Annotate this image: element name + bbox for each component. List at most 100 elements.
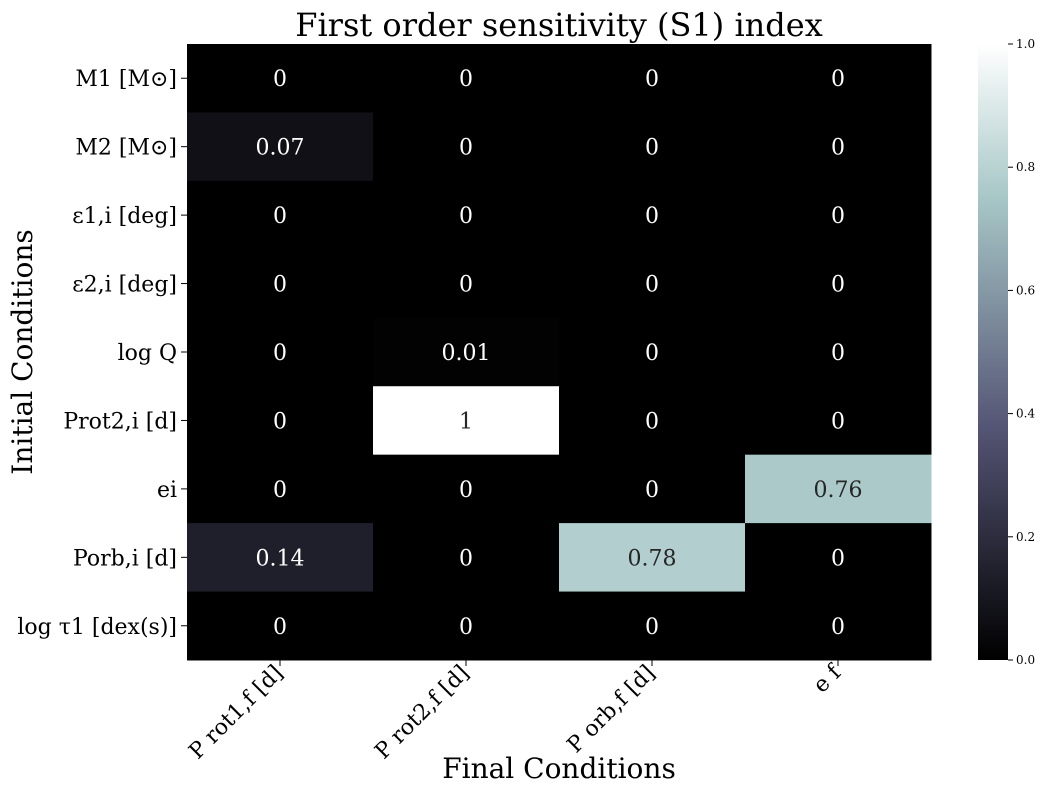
heatmap-cell bbox=[187, 454, 374, 524]
heatmap-cell bbox=[373, 249, 560, 319]
cell-value-label: 0 bbox=[459, 546, 473, 571]
cell-value-label: 0 bbox=[645, 136, 659, 161]
heatmap-cell bbox=[373, 523, 560, 593]
heatmap-cell bbox=[745, 317, 932, 387]
cell-value-label: 0.07 bbox=[256, 136, 305, 161]
chart-title: First order sensitivity (S1) index bbox=[295, 6, 823, 44]
cell-value-label: 0 bbox=[645, 409, 659, 434]
cell-value-label: 0 bbox=[459, 67, 473, 92]
heatmap-cell bbox=[373, 591, 560, 661]
cell-value-label: 0 bbox=[273, 409, 287, 434]
cell-value-label: 0 bbox=[459, 136, 473, 161]
row-tick-label: ε1,i [deg] bbox=[72, 204, 177, 229]
colorbar-tick-label: 0.0 bbox=[1016, 653, 1035, 667]
cell-value-label: 0 bbox=[645, 204, 659, 229]
heatmap-cell bbox=[559, 523, 746, 593]
cell-value-label: 0 bbox=[273, 273, 287, 298]
column-tick-label: e f bbox=[809, 659, 848, 698]
heatmap-cell bbox=[745, 249, 932, 319]
heatmap-cell bbox=[187, 249, 374, 319]
colorbar-tick-label: 0.2 bbox=[1016, 530, 1035, 544]
heatmap-cell bbox=[559, 180, 746, 250]
row-tick-label: log Q bbox=[118, 341, 177, 366]
heatmap-cell bbox=[559, 454, 746, 524]
x-axis-label: Final Conditions bbox=[442, 752, 676, 785]
heatmap-cell bbox=[187, 386, 374, 456]
heatmap-cell bbox=[373, 386, 560, 456]
cell-value-label: 0 bbox=[273, 67, 287, 92]
heatmap-cell bbox=[745, 591, 932, 661]
heatmap-cell bbox=[373, 317, 560, 387]
row-tick-label: log τ1 [dex(s)] bbox=[17, 615, 177, 640]
heatmap-cell bbox=[559, 44, 746, 113]
row-tick-label: Prot2,i [d] bbox=[63, 409, 177, 434]
heatmap-cell-labels: 0 0 0 0 0.07 0 0 0 0 0 0 0 0 0 0 0 0 0.01 0 0 0 1 0 0 0 0 0 0.76 0.1… bbox=[256, 67, 863, 640]
colorbar-tick-label: 0.4 bbox=[1016, 407, 1035, 421]
row-tick-label: ei bbox=[157, 478, 177, 503]
colorbar-tick-label: 0.8 bbox=[1016, 160, 1035, 174]
cell-value-label: 0 bbox=[459, 204, 473, 229]
cell-value-label: 0 bbox=[459, 615, 473, 640]
cell-value-label: 0 bbox=[273, 204, 287, 229]
column-tick-labels: P rot1,f [d] P rot2,f [d] P orb,f [d] e f bbox=[184, 659, 847, 764]
y-axis-label: Initial Conditions bbox=[6, 229, 39, 474]
heatmap-cell bbox=[745, 112, 932, 182]
row-tick-label: M2 [M⊙] bbox=[75, 136, 177, 161]
cell-value-label: 0 bbox=[645, 615, 659, 640]
cell-value-label: 0 bbox=[273, 615, 287, 640]
cell-value-label: 0 bbox=[831, 273, 845, 298]
cell-value-label: 0 bbox=[645, 67, 659, 92]
cell-value-label: 0.76 bbox=[814, 478, 863, 503]
cell-value-label: 0.01 bbox=[442, 341, 491, 366]
heatmap-cell bbox=[559, 386, 746, 456]
colorbar-ticks: 0.0 0.2 0.4 0.6 0.8 1.0 bbox=[1008, 37, 1035, 667]
cell-value-label: 0 bbox=[645, 341, 659, 366]
heatmap-cell bbox=[187, 591, 374, 661]
row-tick-label: M1 [M⊙] bbox=[75, 67, 177, 92]
heatmap-cell bbox=[745, 386, 932, 456]
cell-value-label: 0 bbox=[459, 273, 473, 298]
heatmap-cells bbox=[187, 44, 932, 661]
cell-value-label: 0 bbox=[645, 478, 659, 503]
colorbar bbox=[978, 44, 1008, 660]
heatmap-cell bbox=[745, 523, 932, 593]
cell-value-label: 0 bbox=[831, 204, 845, 229]
heatmap-cell bbox=[187, 44, 374, 113]
row-tick-labels: M1 [M⊙] M2 [M⊙] ε1,i [deg] ε2,i [deg] log Q P… bbox=[17, 67, 187, 640]
cell-value-label: 0 bbox=[459, 478, 473, 503]
cell-value-label: 0 bbox=[831, 546, 845, 571]
colorbar-tick-label: 0.6 bbox=[1016, 283, 1035, 297]
heatmap-cell bbox=[745, 44, 932, 113]
heatmap-cell bbox=[559, 591, 746, 661]
cell-value-label: 0 bbox=[273, 478, 287, 503]
heatmap-cell bbox=[559, 112, 746, 182]
cell-value-label: 0 bbox=[273, 341, 287, 366]
cell-value-label: 0 bbox=[831, 341, 845, 366]
cell-value-label: 0.14 bbox=[256, 546, 305, 571]
heatmap-cell bbox=[187, 112, 374, 182]
cell-value-label: 0 bbox=[831, 615, 845, 640]
column-tick-label: P orb,f [d] bbox=[563, 661, 661, 759]
heatmap-cell bbox=[373, 44, 560, 113]
heatmap-cell bbox=[187, 523, 374, 593]
cell-value-label: 1 bbox=[459, 409, 473, 434]
cell-value-label: 0 bbox=[831, 67, 845, 92]
heatmap-cell bbox=[187, 317, 374, 387]
heatmap-cell bbox=[373, 180, 560, 250]
colorbar-tick-label: 1.0 bbox=[1016, 37, 1035, 51]
heatmap-cell bbox=[559, 249, 746, 319]
heatmap-cell bbox=[373, 454, 560, 524]
heatmap-cell bbox=[745, 180, 932, 250]
heatmap-cell bbox=[187, 180, 374, 250]
heatmap-cell bbox=[373, 112, 560, 182]
row-tick-label: ε2,i [deg] bbox=[72, 273, 177, 298]
cell-value-label: 0 bbox=[831, 409, 845, 434]
cell-value-label: 0 bbox=[645, 273, 659, 298]
heatmap-cell bbox=[745, 454, 932, 524]
cell-value-label: 0 bbox=[831, 136, 845, 161]
column-tick-label: P rot1,f [d] bbox=[184, 661, 288, 765]
column-tick-label: P rot2,f [d] bbox=[370, 661, 474, 765]
row-tick-label: Porb,i [d] bbox=[73, 546, 177, 571]
cell-value-label: 0.78 bbox=[628, 546, 677, 571]
